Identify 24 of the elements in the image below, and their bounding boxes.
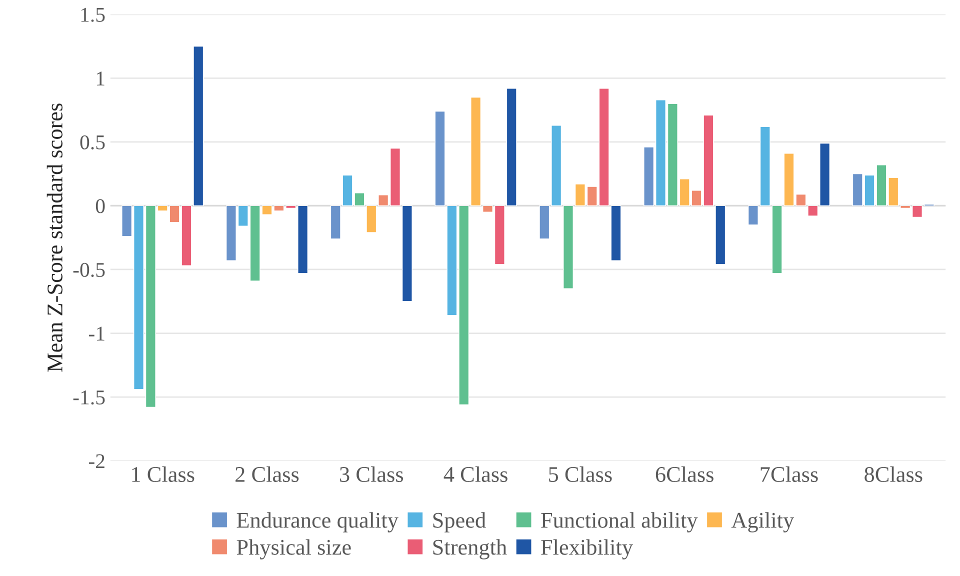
legend-label: Agility <box>731 512 794 532</box>
x-tick-label: 4 Class <box>444 466 508 482</box>
y-tick-label: -0.5 <box>73 262 105 278</box>
x-tick-label: 1 Class <box>132 466 194 482</box>
x-tick-label: 6Class <box>656 466 714 482</box>
x-tick-label: 3 Class <box>340 466 404 482</box>
x-tick-label: 8Class <box>864 466 922 482</box>
y-axis-title: Mean Z-Score standard scores <box>46 104 62 372</box>
legend-label: Functional ability <box>541 512 698 532</box>
y-tick-label: 0.5 <box>80 135 105 150</box>
legend-label: Strength <box>433 539 507 560</box>
y-tick-label: -1.5 <box>73 390 105 405</box>
y-tick-label: 0 <box>96 199 105 214</box>
x-tick-label: 7Class <box>760 466 818 482</box>
legend-label: Flexibility <box>541 539 633 560</box>
x-tick-label: 5 Class <box>549 466 612 482</box>
y-tick-label: -2 <box>88 454 104 468</box>
y-tick-label: 1 <box>96 72 104 86</box>
x-tick-label: 2 Class <box>236 466 299 482</box>
y-tick-label: 1.5 <box>81 8 105 22</box>
legend-label: Speed <box>433 512 486 532</box>
legend-label: Physical size <box>236 539 351 560</box>
y-tick-label: -1 <box>88 326 104 340</box>
legend-label: Endurance quality <box>236 512 398 532</box>
